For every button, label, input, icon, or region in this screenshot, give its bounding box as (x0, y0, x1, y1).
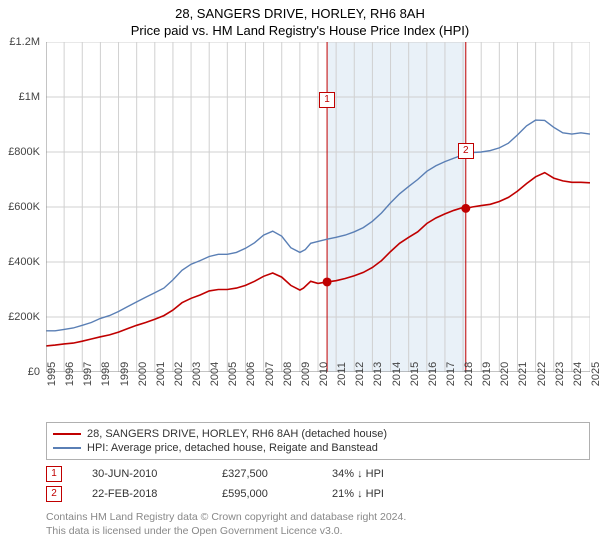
chart-title-line1: 28, SANGERS DRIVE, HORLEY, RH6 8AH (0, 0, 600, 21)
footer: Contains HM Land Registry data © Crown c… (46, 510, 590, 538)
x-tick-label: 2011 (336, 362, 348, 386)
y-tick-label: £0 (28, 366, 40, 378)
y-tick-label: £800K (8, 146, 40, 158)
footer-line1: Contains HM Land Registry data © Crown c… (46, 510, 590, 524)
x-tick-label: 2024 (572, 362, 584, 386)
y-tick-label: £1.2M (9, 36, 40, 48)
chart-plot-area: 12 (46, 42, 590, 372)
y-tick-label: £400K (8, 256, 40, 268)
sale-delta-2: 21% ↓ HPI (332, 488, 384, 500)
x-tick-label: 2025 (590, 362, 600, 386)
y-tick-label: £200K (8, 311, 40, 323)
x-tick-label: 1999 (119, 362, 131, 386)
y-tick-label: £1M (19, 91, 40, 103)
sale-date-2: 22-FEB-2018 (92, 488, 192, 500)
footer-line2: This data is licensed under the Open Gov… (46, 524, 590, 538)
sale-marker-badge-2: 2 (46, 486, 62, 502)
x-tick-label: 2006 (245, 362, 257, 386)
x-tick-label: 2012 (354, 362, 366, 386)
x-tick-label: 2000 (137, 362, 149, 386)
chart-sale-marker-badge: 1 (319, 92, 335, 108)
x-tick-label: 2010 (318, 362, 330, 386)
x-tick-label: 2005 (227, 362, 239, 386)
sale-row-2: 2 22-FEB-2018 £595,000 21% ↓ HPI (46, 484, 590, 504)
x-tick-label: 2013 (372, 362, 384, 386)
x-tick-label: 2019 (481, 362, 493, 386)
chart-sale-marker-badge: 2 (458, 143, 474, 159)
x-tick-label: 2003 (191, 362, 203, 386)
legend-label-hpi: HPI: Average price, detached house, Reig… (87, 442, 378, 454)
legend-swatch-hpi (53, 447, 81, 449)
y-axis-labels: £0£200K£400K£600K£800K£1M£1.2M (0, 42, 44, 372)
legend: 28, SANGERS DRIVE, HORLEY, RH6 8AH (deta… (46, 422, 590, 460)
x-tick-label: 2001 (155, 362, 167, 386)
x-tick-label: 1996 (64, 362, 76, 386)
x-tick-label: 2023 (554, 362, 566, 386)
legend-item-property: 28, SANGERS DRIVE, HORLEY, RH6 8AH (deta… (53, 427, 583, 441)
sales-table: 1 30-JUN-2010 £327,500 34% ↓ HPI 2 22-FE… (46, 464, 590, 504)
chart-svg (46, 42, 590, 372)
x-tick-label: 2016 (427, 362, 439, 386)
legend-item-hpi: HPI: Average price, detached house, Reig… (53, 441, 583, 455)
x-tick-label: 2008 (282, 362, 294, 386)
sale-price-1: £327,500 (222, 468, 302, 480)
x-tick-label: 2020 (499, 362, 511, 386)
x-tick-label: 2022 (536, 362, 548, 386)
x-tick-label: 1997 (82, 362, 94, 386)
x-tick-label: 1995 (46, 362, 58, 386)
x-tick-label: 1998 (100, 362, 112, 386)
x-tick-label: 2004 (209, 362, 221, 386)
x-tick-label: 2021 (517, 362, 529, 386)
legend-swatch-property (53, 433, 81, 435)
sale-row-1: 1 30-JUN-2010 £327,500 34% ↓ HPI (46, 464, 590, 484)
chart-container: 28, SANGERS DRIVE, HORLEY, RH6 8AH Price… (0, 0, 600, 560)
x-tick-label: 2015 (409, 362, 421, 386)
sale-marker-badge-1: 1 (46, 466, 62, 482)
sale-delta-1: 34% ↓ HPI (332, 468, 384, 480)
sale-price-2: £595,000 (222, 488, 302, 500)
x-tick-label: 2018 (463, 362, 475, 386)
x-axis-labels: 1995199619971998199920002001200220032004… (46, 372, 590, 416)
x-tick-label: 2014 (391, 362, 403, 386)
chart-title-line2: Price paid vs. HM Land Registry's House … (0, 21, 600, 42)
x-tick-label: 2017 (445, 362, 457, 386)
x-tick-label: 2002 (173, 362, 185, 386)
legend-label-property: 28, SANGERS DRIVE, HORLEY, RH6 8AH (deta… (87, 428, 387, 440)
x-tick-label: 2007 (264, 362, 276, 386)
y-tick-label: £600K (8, 201, 40, 213)
sale-date-1: 30-JUN-2010 (92, 468, 192, 480)
x-tick-label: 2009 (300, 362, 312, 386)
